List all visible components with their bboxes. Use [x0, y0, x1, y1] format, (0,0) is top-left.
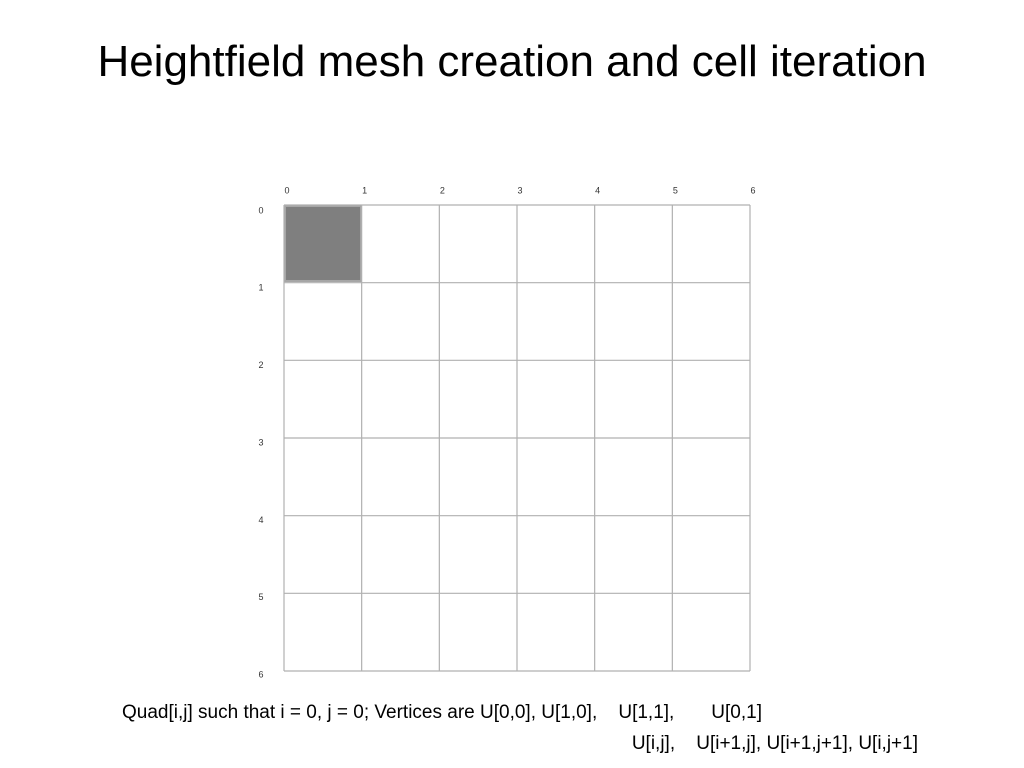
grid-diagram: 0 1 2 3 4 5 6 0 1 2 3 4 5 6 [258, 185, 755, 680]
row-label: 2 [258, 360, 263, 370]
row-label: 4 [258, 515, 263, 525]
slide-title: Heightfield mesh creation and cell itera… [97, 37, 927, 86]
highlighted-cell [284, 205, 362, 282]
row-label: 1 [258, 283, 263, 293]
column-label: 2 [440, 185, 445, 195]
row-label: 5 [258, 592, 263, 602]
caption-line: Quad[i,j] such that i = 0, j = 0; Vertic… [122, 702, 762, 723]
row-label: 3 [258, 437, 263, 447]
column-label: 4 [595, 185, 600, 195]
column-label: 3 [517, 185, 522, 195]
column-label: 5 [673, 185, 678, 195]
row-label: 0 [258, 205, 263, 215]
row-label: 6 [258, 670, 263, 680]
column-label: 1 [362, 185, 367, 195]
caption-line: U[i,j], U[i+1,j], U[i+1,j+1], U[i,j+1] [631, 733, 918, 754]
column-label: 0 [284, 185, 289, 195]
column-label: 6 [750, 185, 755, 195]
